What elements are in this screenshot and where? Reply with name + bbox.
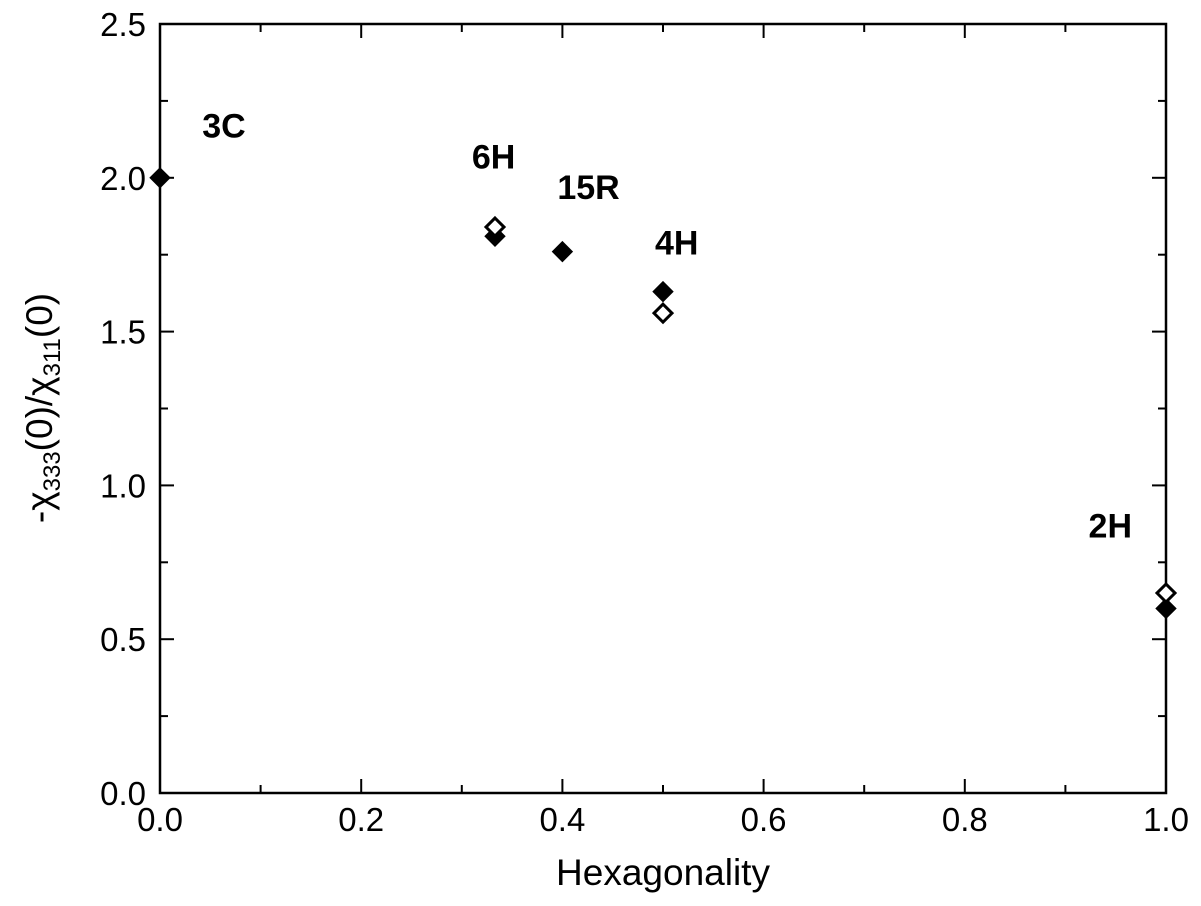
y-axis-label-suffix: (0)	[19, 293, 60, 338]
open-diamond-marker	[1154, 581, 1178, 605]
data-points	[149, 167, 1178, 620]
polytype-label: 15R	[557, 169, 619, 207]
polytype-label: 4H	[655, 224, 698, 262]
y-tick-label: 2.0	[100, 160, 146, 197]
x-axis-label: Hexagonality	[556, 852, 770, 893]
y-tick-label: 0.0	[100, 775, 146, 812]
filled-diamond-marker	[551, 240, 574, 263]
open-diamond-marker	[651, 302, 675, 325]
x-tick-label: 0.0	[137, 801, 183, 838]
x-tick-label: 0.6	[741, 801, 787, 838]
y-axis-label-sub2: 311	[39, 338, 66, 376]
filled-diamond-marker	[1155, 597, 1177, 620]
y-axis-label-sub1: 333	[39, 451, 66, 491]
y-tick-label: 1.5	[100, 314, 146, 351]
plot-frame	[158, 22, 1168, 795]
y-tick-label: 2.5	[100, 6, 146, 43]
y-axis-label-middle: (0)/χ	[19, 376, 60, 451]
y-axis-label-prefix: -χ	[19, 491, 60, 523]
filled-diamond-marker	[149, 167, 171, 189]
x-tick-label: 1.0	[1143, 801, 1189, 838]
y-tick-label: 0.5	[100, 621, 146, 658]
polytype-label: 3C	[202, 108, 245, 146]
polytype-label: 6H	[472, 138, 515, 176]
filled-diamond-marker	[652, 280, 674, 303]
polytype-label: 2H	[1089, 507, 1132, 545]
x-tick-label: 0.8	[942, 801, 988, 838]
axis-ticks	[159, 23, 1167, 794]
y-axis-label: -χ333(0)/χ311(0)	[19, 293, 66, 523]
point-annotations: 3C 6H 15R 4H 2H	[202, 108, 1132, 546]
open-diamond-marker	[483, 215, 507, 239]
axis-tick-labels: 0.0 0.2 0.4 0.6 0.8 1.0 0.0 0.5 1.0 1.5 2.0 2.5	[100, 6, 1189, 838]
x-tick-label: 0.2	[338, 801, 384, 838]
x-tick-label: 0.4	[539, 801, 585, 838]
y-tick-label: 1.0	[100, 467, 146, 504]
